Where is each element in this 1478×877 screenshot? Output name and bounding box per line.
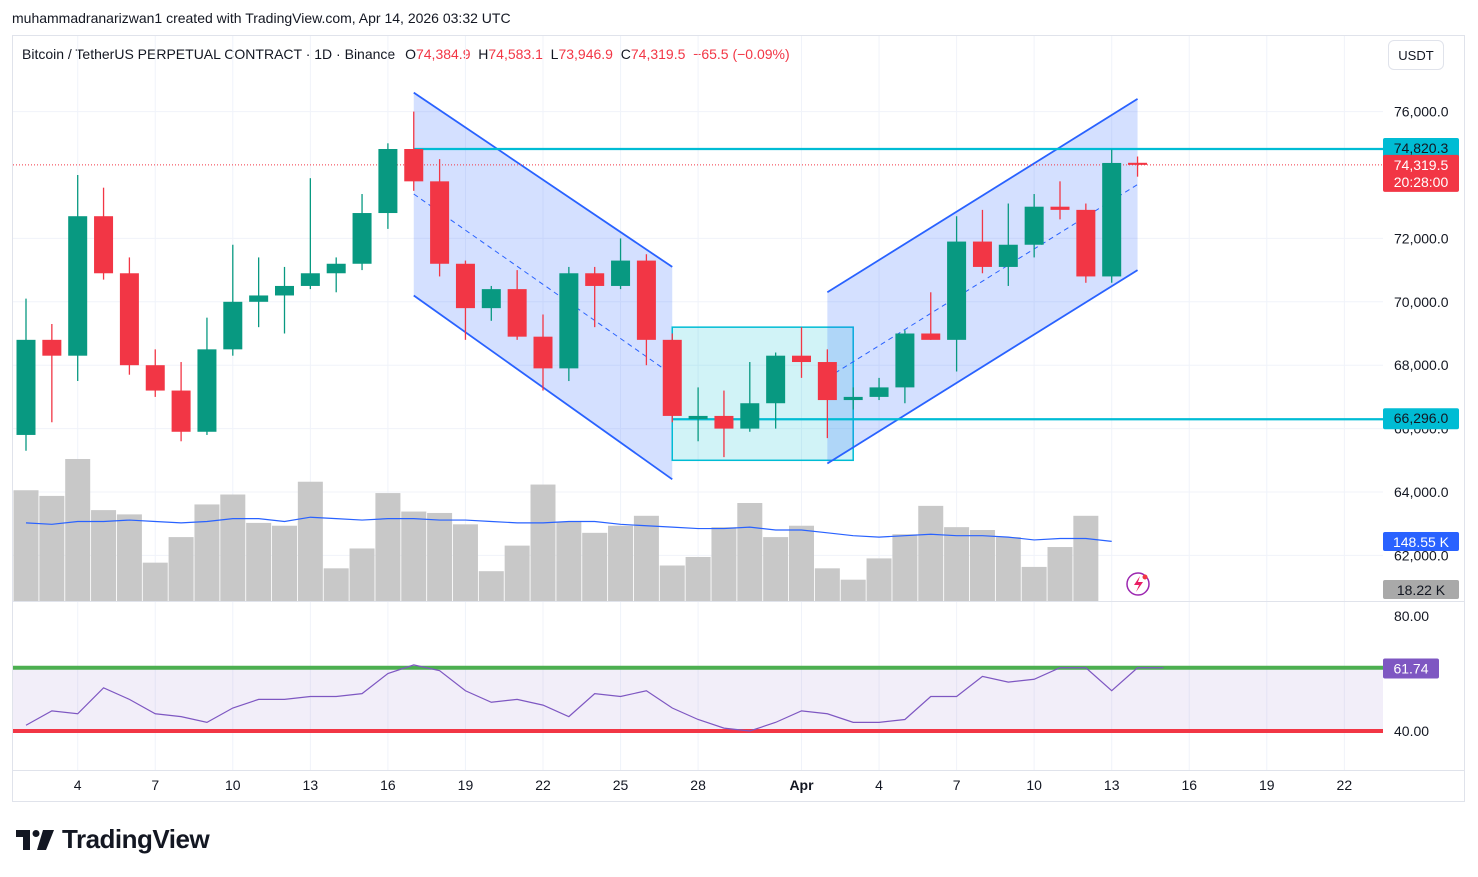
low-value: 73,946.9 [558, 46, 613, 62]
currency-button[interactable]: USDT [1388, 40, 1444, 70]
high-value: 74,583.1 [488, 46, 543, 62]
close-value: 74,319.5 [630, 46, 686, 62]
symbol-legend: Bitcoin / TetherUS PERPETUAL CONTRACT · … [22, 46, 790, 62]
ohlc-values: O74,384.9 H74,583.1 L73,946.9 C74,319.5 … [405, 46, 790, 62]
change-value: −65.5 (−0.09%) [693, 46, 790, 62]
tradingview-logo-icon [16, 829, 54, 850]
attribution-text: muhammadranarizwan1 created with Trading… [12, 10, 511, 26]
tradingview-brand[interactable]: TradingView [16, 824, 210, 855]
brand-name: TradingView [62, 824, 210, 854]
open-value: 74,384.9 [415, 46, 471, 62]
symbol-title: Bitcoin / TetherUS PERPETUAL CONTRACT · … [22, 46, 396, 62]
chart-frame [12, 35, 1465, 802]
